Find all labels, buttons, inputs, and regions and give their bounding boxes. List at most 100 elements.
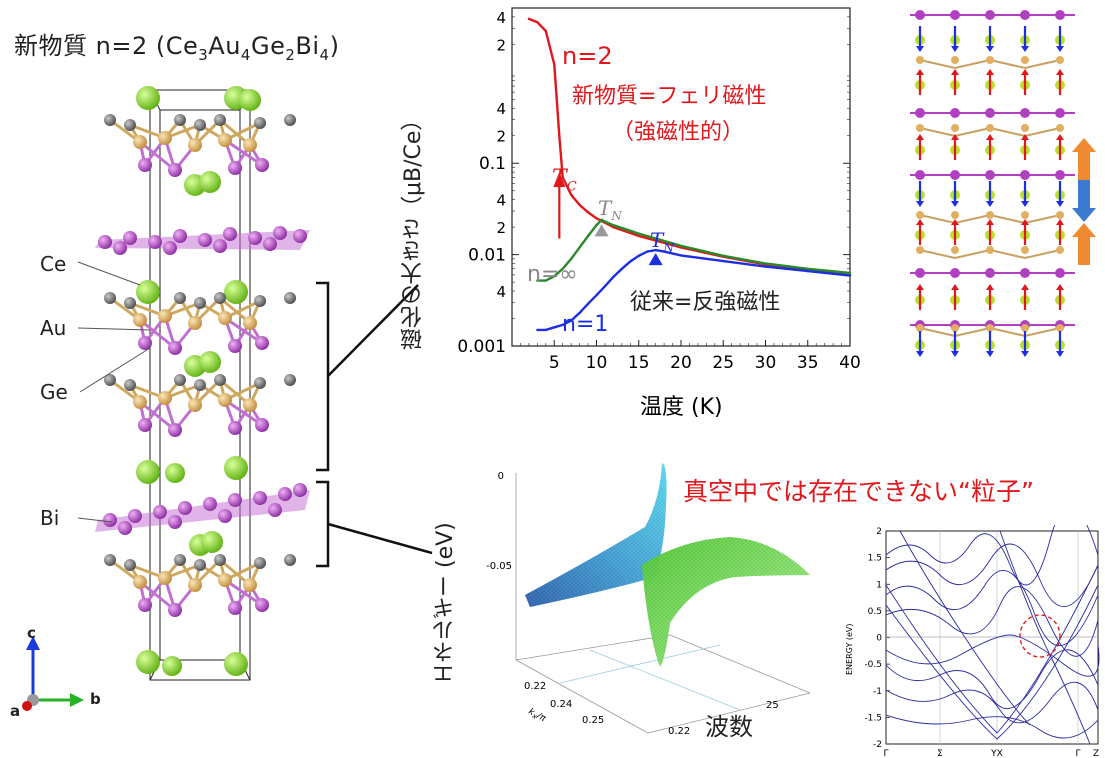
mag-ticks: 5 10 15 20 25 30 35 40 0.001 0.01 0.1 4 2 4 2 4 2 4 (457, 7, 861, 373)
mag-ylabel: 磁化の大きさ（μB/Ce） (401, 108, 426, 350)
mag-data-point (586, 302, 590, 305)
crystal-structure (95, 86, 310, 681)
band-ytick-label: 0 (876, 634, 882, 644)
mag-data-point (679, 244, 683, 247)
atom-bi (255, 598, 269, 612)
atom-au (218, 133, 232, 147)
atom-bi (263, 237, 277, 251)
band-ytick-label: -1.5 (864, 713, 882, 723)
energy-surface-plot: 0 -0.05 0.22 0.24 0.25 0.22 25 kx/π (486, 463, 811, 737)
atom-ge (214, 292, 226, 304)
spin-atom (1021, 324, 1029, 332)
mag-xtick-label: 25 (712, 353, 734, 373)
atom-ge (214, 554, 226, 566)
atom-ce (239, 89, 261, 111)
atom-ge (104, 292, 116, 304)
mag-data-point (569, 257, 573, 261)
axis-triad (22, 636, 84, 711)
label-au: Au (40, 316, 67, 340)
atom-ce (165, 463, 185, 483)
atom-bi (118, 521, 132, 535)
atom-bi (163, 241, 177, 255)
atom-au (188, 138, 202, 152)
spin-atom (916, 211, 924, 219)
spin-atom (915, 268, 925, 278)
particle-annotation: 真空中では存在できない“粒子” (683, 477, 1034, 506)
label-ninf: n=∞ (527, 262, 578, 287)
spin-atom (951, 246, 959, 254)
atom-bi (168, 423, 182, 437)
atom-au (133, 313, 147, 327)
spin-atom (1056, 124, 1064, 132)
atom-ce (224, 456, 248, 480)
mag-data-point (536, 20, 539, 24)
atom-au (243, 578, 257, 592)
mag-data-point (612, 223, 615, 227)
atom-ge (214, 114, 226, 126)
spin-atom (985, 10, 995, 20)
mag-data-point (654, 248, 657, 252)
axis-b-label: b (90, 690, 101, 708)
tc-label: TC (552, 166, 577, 195)
spin-atom (1021, 246, 1029, 254)
spin-atom (1020, 170, 1030, 180)
atom-ge (104, 374, 116, 386)
atom-au (133, 395, 147, 409)
mag-data-point (722, 259, 725, 263)
atom-bi (293, 229, 307, 243)
spin-atom (1020, 268, 1030, 278)
mag-data-point (679, 254, 683, 257)
mag-minor-label: 4 (496, 283, 506, 301)
spin-atom (986, 124, 994, 132)
spin-atom (950, 170, 960, 180)
atom-bi (293, 483, 307, 497)
band-ytick-label: -2 (873, 740, 882, 750)
atom-ge (194, 379, 206, 391)
spin-atom (1021, 211, 1029, 219)
atom-au (218, 573, 232, 587)
band-curve (885, 634, 1100, 677)
atom-bi (168, 163, 182, 177)
atom-bi (138, 158, 152, 172)
spin-atom (986, 211, 994, 219)
mag-data-point (646, 250, 649, 253)
atom-bi (223, 227, 237, 241)
atom-ge (284, 554, 296, 566)
atom-bi (103, 513, 117, 527)
mag-data-point (848, 271, 852, 275)
atom-au (133, 135, 147, 149)
ky-tick-1: 25 (766, 700, 779, 711)
band-curve (885, 714, 1099, 739)
atom-bi (168, 341, 182, 355)
mag-xtick-label: 30 (755, 353, 777, 373)
mag-data-point (603, 220, 607, 223)
ztick-1: -0.05 (486, 561, 512, 572)
mag-data-point (553, 326, 556, 329)
atom-au (188, 578, 202, 592)
atom-bi (228, 493, 242, 507)
atom-au (218, 393, 232, 407)
tn-green-label: TN (598, 196, 622, 223)
ky-tick-0: 0.22 (668, 726, 690, 737)
atom-ge (174, 114, 186, 126)
axis-a-label: a (10, 702, 21, 720)
atom-bi (113, 241, 127, 255)
spin-atom (1056, 246, 1064, 254)
atom-ge (124, 379, 136, 391)
atom-au (188, 316, 202, 330)
mag-data-point (637, 232, 640, 235)
structure-title: 新物質 n=2 (Ce3Au4Ge2Bi4) (14, 32, 340, 64)
atom-ge (284, 114, 296, 126)
atom-bi (168, 603, 182, 617)
mag-data-point (561, 267, 564, 270)
mag-data-point (764, 262, 767, 265)
ztick-0: 0 (498, 471, 504, 482)
mag-data-point (569, 193, 573, 197)
atom-au (243, 316, 257, 330)
layer-brackets (316, 281, 433, 568)
band-ytick-label: 0.5 (868, 607, 882, 617)
mag-data-point (806, 267, 809, 270)
spin-atom (1056, 324, 1064, 332)
mag-data-point (586, 211, 590, 214)
atom-ce (136, 280, 160, 304)
